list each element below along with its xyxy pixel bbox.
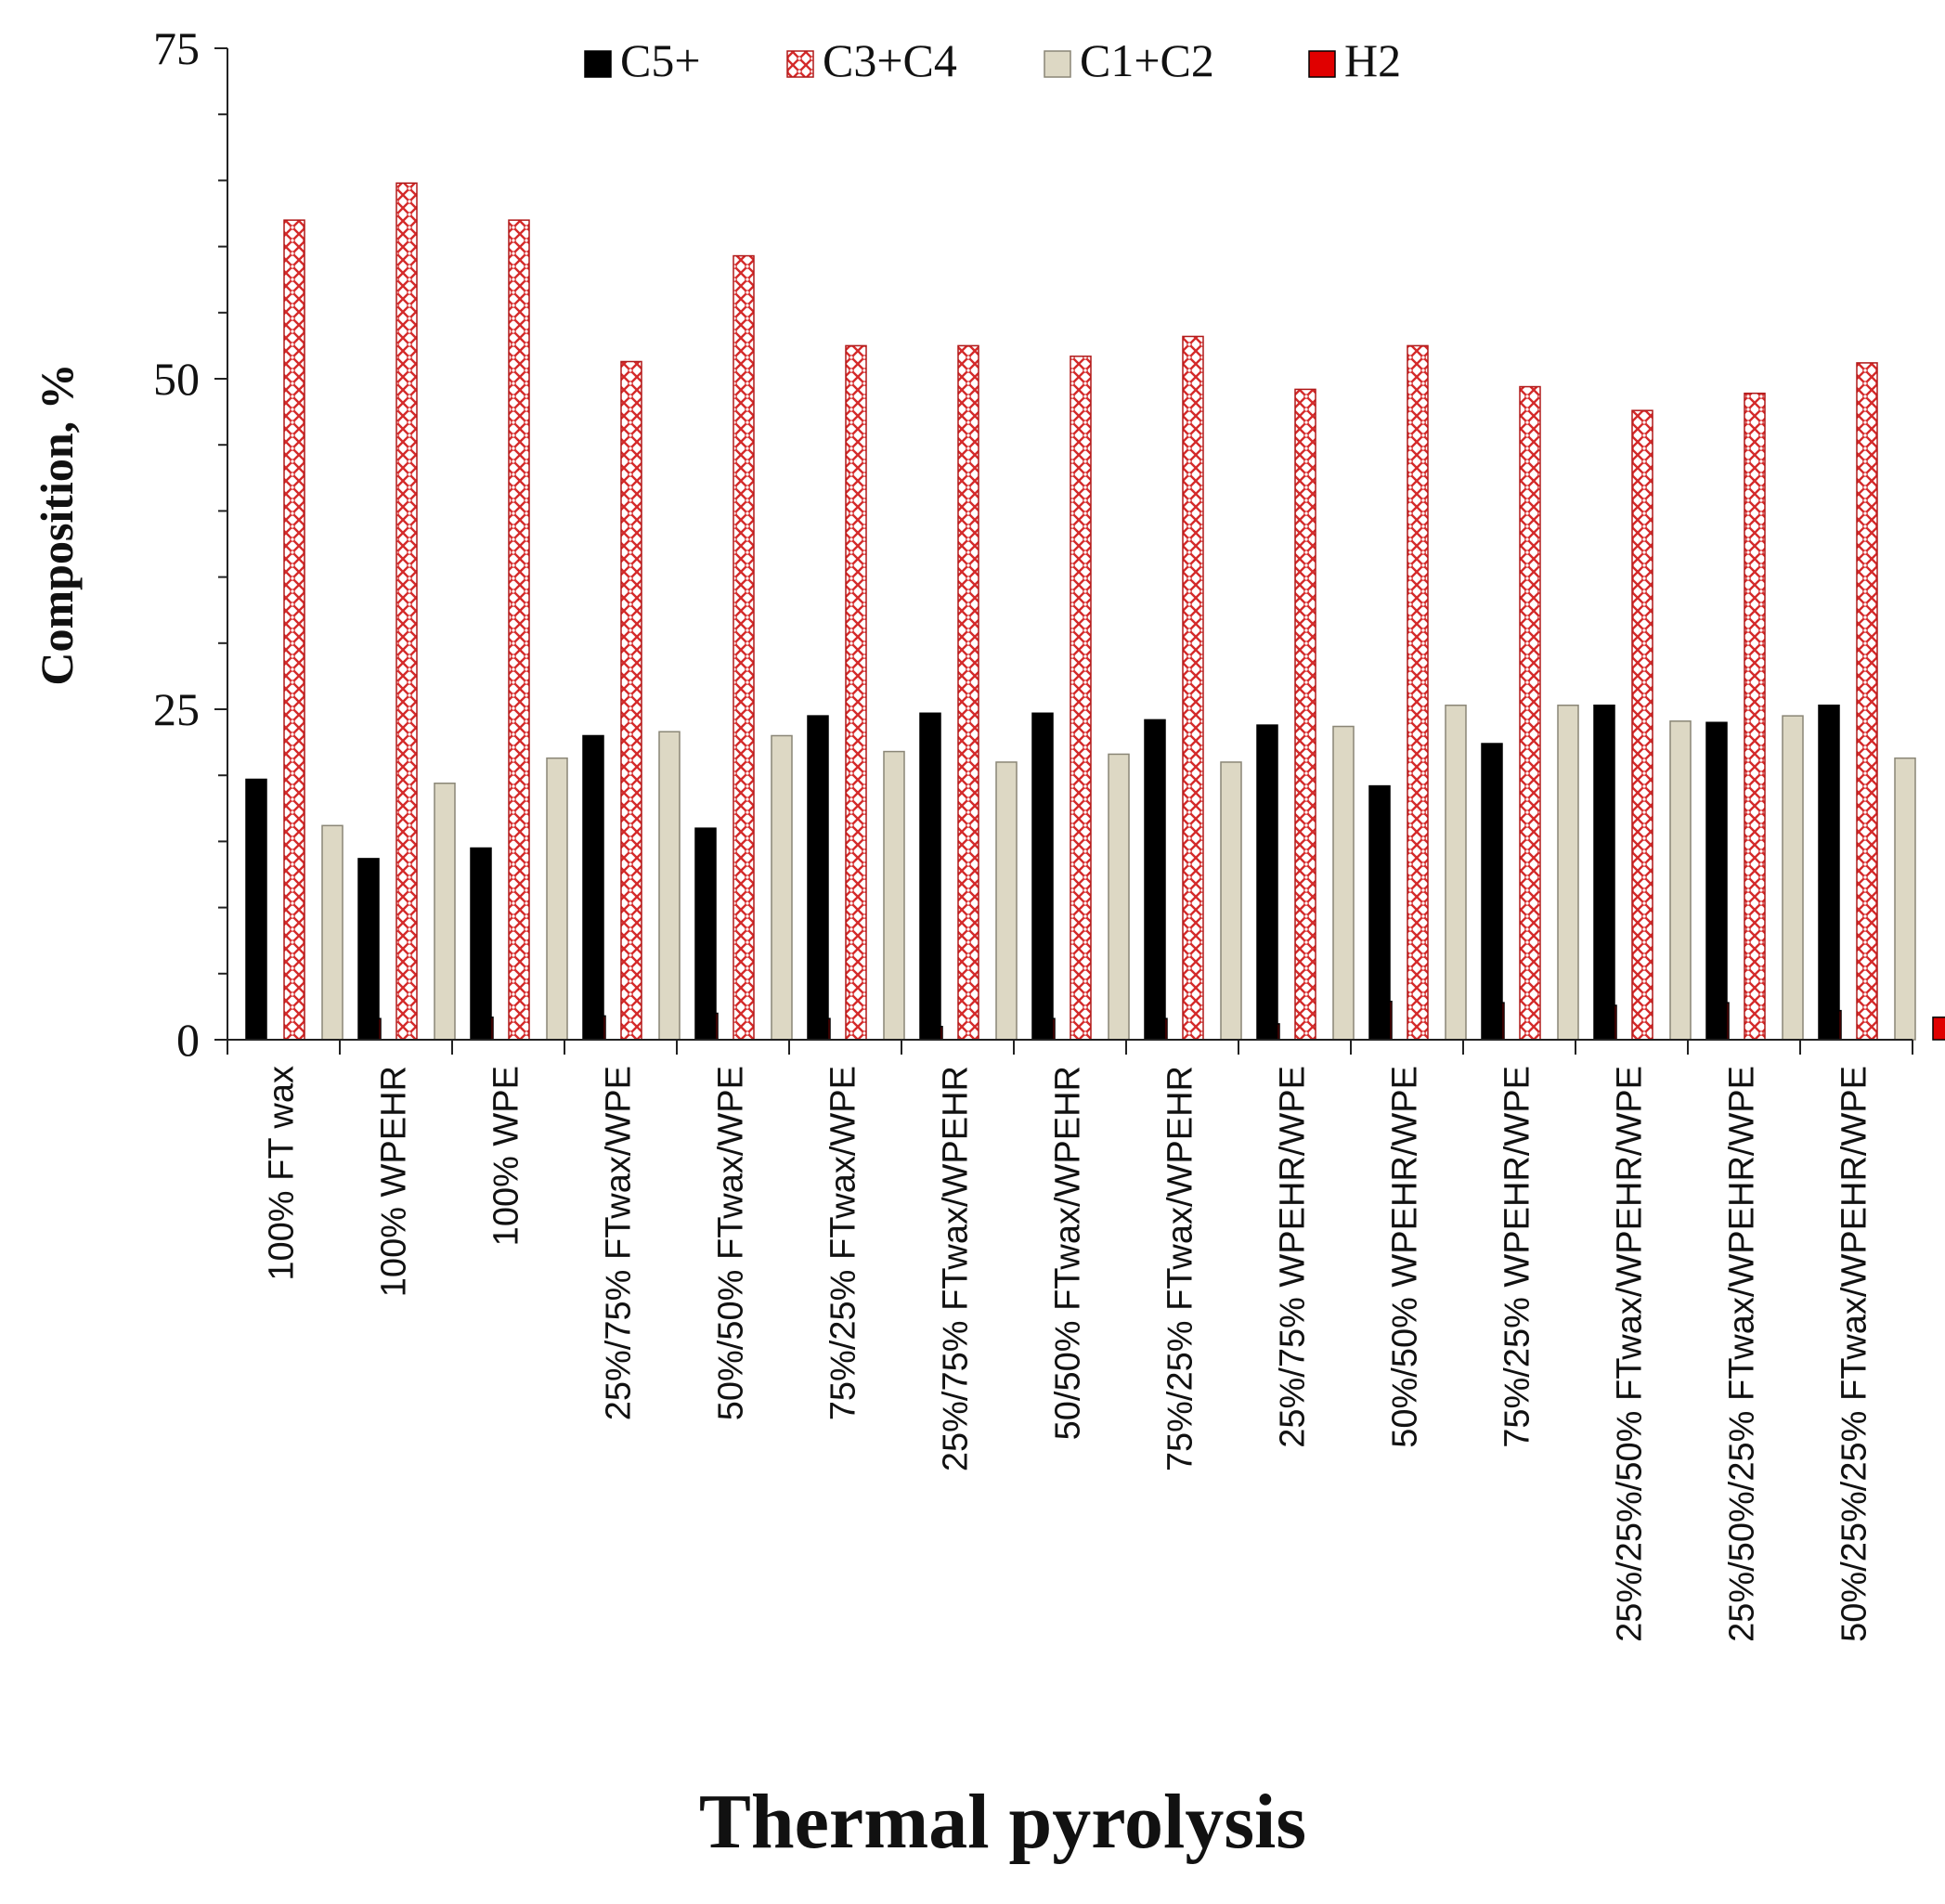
bar-c5plus-7	[1031, 712, 1054, 1041]
category-label: 25%/50%/25% FTwax/WPEHR/WPE	[1723, 1066, 1762, 1642]
bar-c5plus-0	[245, 778, 267, 1041]
bar-c1plusc2-10	[1445, 704, 1467, 1041]
y-tick-label: 25	[153, 683, 200, 735]
legend-swatch	[584, 50, 612, 78]
category-label: 25%/75% WPEHR/WPE	[1274, 1066, 1313, 1448]
bar-c3plusc4-10	[1407, 344, 1429, 1041]
legend: C5+ C3+C4 C1+C2 H2	[584, 34, 1401, 86]
bar-c1plusc2-5	[883, 750, 905, 1041]
category-label: 100% WPE	[487, 1066, 526, 1246]
bars-layer	[245, 182, 1945, 1041]
bar-c5plus-9	[1256, 724, 1278, 1041]
category-label: 50%/50% WPEHR/WPE	[1386, 1066, 1425, 1448]
bar-c1plusc2-7	[1108, 753, 1130, 1041]
bar-c3plusc4-4	[733, 254, 755, 1041]
category-label: 50%/25%/25% FTwax/WPEHR/WPE	[1835, 1066, 1874, 1642]
bar-c3plusc4-6	[957, 344, 979, 1041]
legend-swatch	[1044, 50, 1071, 78]
bar-c3plusc4-1	[395, 182, 418, 1041]
bar-c3plusc4-0	[283, 219, 305, 1041]
y-axis-label: Composition, %	[31, 363, 83, 685]
bar-c1plusc2-13	[1782, 715, 1804, 1041]
bar-c1plusc2-2	[546, 757, 568, 1041]
category-label: 50%/50% FTwax/WPE	[712, 1066, 751, 1420]
bar-c3plusc4-2	[508, 219, 530, 1041]
bar-c3plusc4-8	[1182, 335, 1204, 1041]
category-label: 100% WPEHR	[375, 1066, 414, 1297]
category-label: 25%/75% FTwax/WPE	[600, 1066, 639, 1420]
category-label: 75%/25% FTwax/WPE	[824, 1066, 863, 1420]
axes: 0 25 50 75	[153, 22, 1913, 1066]
bar-c5plus-1	[357, 858, 380, 1041]
x-axis-label: Thermal pyrolysis	[699, 1779, 1306, 1865]
bar-c3plusc4-3	[620, 360, 642, 1041]
bar-c3plusc4-13	[1744, 392, 1766, 1041]
bar-h2-14	[1932, 1017, 1945, 1041]
category-labels: 100% FT wax 100% WPEHR 100% WPE 25%/75% FTw…	[263, 1066, 1874, 1642]
bar-c3plusc4-11	[1519, 385, 1541, 1041]
bar-c3plusc4-7	[1070, 356, 1092, 1041]
bar-c1plusc2-12	[1669, 720, 1692, 1041]
bar-c1plusc2-3	[658, 731, 681, 1041]
bar-c5plus-11	[1481, 743, 1503, 1041]
bar-c1plusc2-8	[1220, 761, 1242, 1041]
legend-label: C3+C4	[823, 34, 957, 86]
bar-c5plus-4	[694, 827, 717, 1041]
category-label: 75%/25% WPEHR/WPE	[1498, 1066, 1537, 1448]
bar-c5plus-3	[582, 734, 604, 1041]
category-label: 100% FT wax	[263, 1066, 302, 1281]
bar-c1plusc2-9	[1332, 725, 1355, 1041]
y-tick-label: 50	[153, 353, 200, 405]
category-label: 25%/25%/50% FTwax/WPEHR/WPE	[1611, 1066, 1650, 1642]
bar-c5plus-14	[1818, 704, 1840, 1041]
bar-c1plusc2-14	[1894, 757, 1916, 1041]
bar-c5plus-6	[919, 712, 941, 1041]
bar-c5plus-5	[807, 715, 829, 1041]
bar-c5plus-10	[1368, 784, 1391, 1041]
bar-c5plus-12	[1593, 704, 1615, 1041]
legend-swatch	[1308, 50, 1336, 78]
bar-c1plusc2-0	[321, 824, 344, 1041]
bar-c3plusc4-5	[845, 344, 867, 1041]
bar-c3plusc4-12	[1631, 409, 1653, 1041]
category-label: 75%/25% FTwax/WPEHR	[1161, 1066, 1200, 1471]
bar-c1plusc2-1	[434, 782, 456, 1041]
legend-swatch	[786, 50, 814, 78]
bar-c5plus-13	[1705, 721, 1728, 1041]
legend-label: C1+C2	[1080, 34, 1214, 86]
bar-c5plus-8	[1144, 719, 1166, 1041]
bar-c5plus-2	[470, 847, 492, 1041]
category-label: 25%/75% FTwax/WPEHR	[937, 1066, 976, 1471]
bar-c1plusc2-6	[995, 761, 1018, 1041]
y-tick-label: 0	[176, 1014, 200, 1066]
bar-c3plusc4-9	[1294, 388, 1316, 1041]
bar-c3plusc4-14	[1856, 362, 1878, 1041]
legend-label: H2	[1344, 34, 1401, 86]
y-tick-label: 75	[153, 22, 200, 74]
legend-label: C5+	[620, 34, 701, 86]
bar-c1plusc2-4	[771, 734, 793, 1041]
category-label: 50/50% FTwax/WPEHR	[1049, 1066, 1088, 1440]
bar-c1plusc2-11	[1557, 704, 1579, 1041]
